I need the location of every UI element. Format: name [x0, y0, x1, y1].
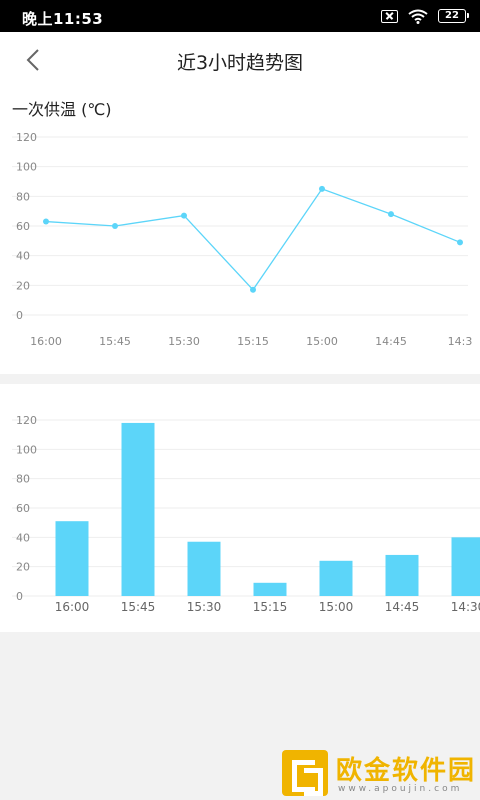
status-icons: 22	[381, 8, 469, 24]
battery-icon: 22	[438, 9, 469, 23]
x-tick-label: 15:30	[187, 600, 222, 614]
x-tick-label: 14:45	[385, 600, 420, 614]
bar	[451, 537, 480, 596]
y-tick-label: 80	[16, 190, 30, 203]
bar	[55, 521, 89, 596]
x-tick-label: 15:00	[319, 600, 354, 614]
x-tick-label: 15:15	[253, 600, 288, 614]
x-tick-label: 15:45	[99, 335, 131, 348]
bar	[319, 560, 353, 596]
y-tick-label: 0	[16, 309, 23, 322]
x-tick-label: 14:3	[448, 335, 473, 348]
data-point	[457, 239, 463, 246]
y-tick-label: 60	[16, 502, 30, 515]
watermark-url: www.apoujin.com	[338, 784, 463, 794]
y-tick-label: 120	[16, 414, 37, 427]
watermark-name: 欧金软件园	[336, 756, 477, 786]
data-point	[388, 211, 394, 218]
data-point	[250, 286, 256, 293]
data-point	[112, 223, 118, 229]
status-time: 晚上11:53	[22, 10, 104, 28]
back-button[interactable]	[16, 42, 52, 78]
x-tick-label: 16:00	[30, 335, 62, 348]
chart-title: 一次供温 (℃)	[12, 100, 112, 119]
title-bar: 近3小时趋势图	[0, 32, 480, 89]
y-tick-label: 40	[16, 250, 30, 263]
wifi-icon	[408, 9, 428, 24]
x-tick-label: 14:30	[451, 600, 480, 614]
bar	[385, 554, 419, 596]
y-tick-label: 100	[16, 443, 37, 456]
x-tick-label: 16:00	[55, 600, 90, 614]
bar	[187, 541, 221, 596]
y-tick-label: 0	[16, 590, 23, 603]
data-point	[181, 212, 187, 219]
x-tick-label: 15:15	[237, 335, 269, 348]
bar	[121, 422, 155, 596]
status-bar: 晚上11:53 22	[0, 0, 480, 32]
y-tick-label: 60	[16, 220, 30, 233]
series-line	[45, 188, 461, 291]
y-tick-label: 120	[16, 131, 37, 144]
watermark-logo	[282, 750, 328, 796]
data-point	[43, 218, 49, 225]
line-chart-card: 一次供温 (℃) 0 20 40 60 80 100 120 16:00 15:45 15:30 1…	[0, 88, 480, 374]
y-tick-label: 80	[16, 473, 30, 486]
y-tick-label: 40	[16, 531, 30, 544]
battery-level: 22	[445, 10, 459, 21]
bar-chart-card: 0 20 40 60 80 100 120 16:00 15:45 15:30 15:15 15:00…	[0, 384, 480, 632]
x-tick-label: 15:45	[121, 600, 156, 614]
y-tick-label: 20	[16, 279, 30, 292]
chevron-left-icon	[26, 49, 39, 71]
x-tick-label: 14:45	[375, 335, 407, 348]
y-tick-label: 20	[16, 561, 30, 574]
bar-chart: 0 20 40 60 80 100 120 16:00 15:45 15:30 15:15 15:00…	[12, 414, 480, 614]
page-title: 近3小时趋势图	[176, 52, 304, 74]
watermark: 欧金软件园 www.apoujin.com	[280, 748, 480, 800]
sim-off-icon	[381, 9, 398, 23]
x-tick-label: 15:30	[168, 335, 200, 348]
x-tick-label: 15:00	[306, 335, 338, 348]
y-tick-label: 100	[16, 161, 37, 174]
bar	[253, 582, 287, 596]
line-chart: 0 20 40 60 80 100 120 16:00 15:45 15:30 15:15 15:00…	[12, 131, 473, 348]
data-point	[319, 185, 325, 192]
